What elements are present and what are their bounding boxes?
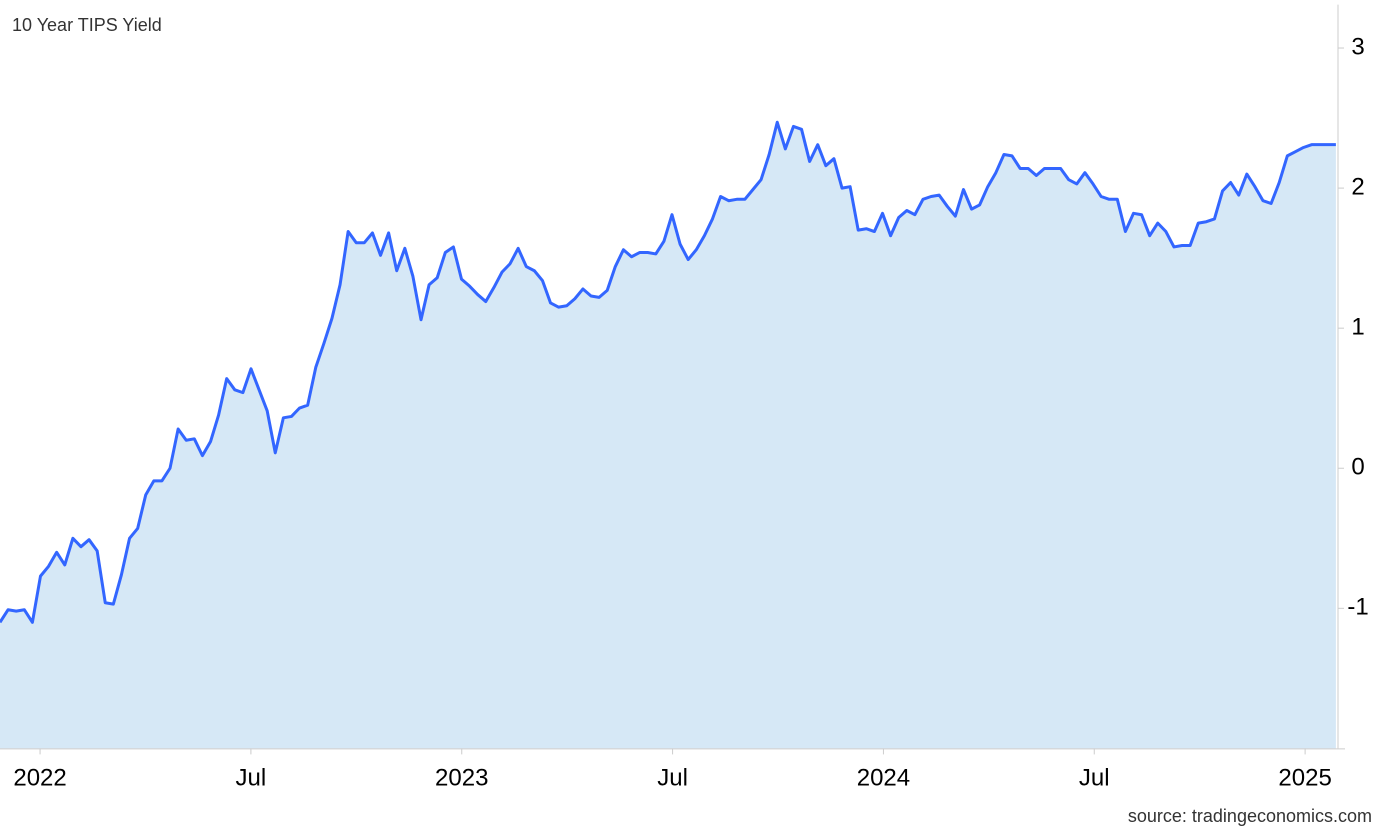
x-tick-label: Jul [236, 764, 267, 791]
y-tick-label: 2 [1351, 173, 1364, 200]
x-tick-label: 2025 [1278, 764, 1331, 791]
x-tick-label: 2024 [857, 764, 910, 791]
y-tick-label: 3 [1351, 33, 1364, 60]
line [0, 120, 1336, 624]
x-tick-label: 2023 [435, 764, 488, 791]
chart-title: 10 Year TIPS Yield [12, 15, 162, 35]
x-tick-label: Jul [657, 764, 688, 791]
source-note: source: tradingeconomics.com [1128, 806, 1372, 826]
y-tick-label: -1 [1347, 594, 1368, 621]
x-tick-label: Jul [1079, 764, 1110, 791]
y-tick-label: 0 [1351, 454, 1364, 481]
y-tick-label: 1 [1351, 314, 1364, 341]
x-tick-label: 2022 [13, 764, 66, 791]
area-fill [0, 122, 1336, 749]
